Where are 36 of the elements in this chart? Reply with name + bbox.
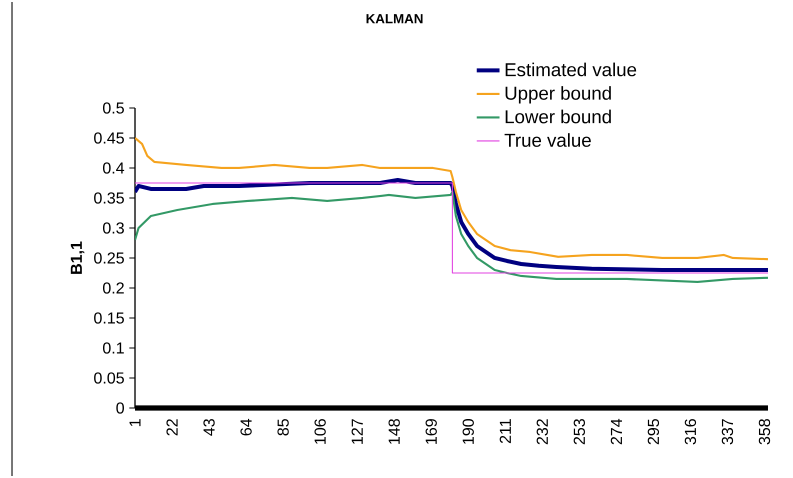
x-tick-label: 337 <box>722 419 734 444</box>
y-axis-title: B1,1 <box>70 242 84 274</box>
x-tick-label: 190 <box>462 419 474 444</box>
x-tick-label: 64 <box>240 418 252 436</box>
x-tick-label: 22 <box>166 419 178 436</box>
x-tick-label: 232 <box>536 419 548 444</box>
x-tick-label: 169 <box>426 419 437 444</box>
y-tick-label: 0.35 <box>94 192 124 204</box>
x-tick-label: 106 <box>314 419 326 444</box>
y-tick-label: 0.5 <box>102 102 124 114</box>
x-tick-label: 148 <box>388 419 400 444</box>
y-tick-label: 0 <box>116 402 124 414</box>
x-tick-label: 43 <box>203 419 215 436</box>
y-tick-label: 0.2 <box>102 282 124 294</box>
y-tick-label: 0.45 <box>94 132 124 144</box>
x-tick-label: 85 <box>277 419 289 436</box>
y-tick-label: 0.05 <box>94 372 124 384</box>
x-tick-label: 211 <box>500 419 511 444</box>
x-tick-label: 253 <box>574 419 585 444</box>
x-tick-label: 295 <box>648 419 660 444</box>
legend-label: Lower bound <box>506 110 611 124</box>
x-tick-label: 1 <box>130 419 141 426</box>
y-tick-label: 0.25 <box>94 252 124 264</box>
y-tick-label: 0.4 <box>102 162 124 174</box>
x-tick-label: 274 <box>610 418 622 444</box>
y-tick-label: 0.1 <box>102 342 124 354</box>
legend-label: Estimated value <box>506 62 636 76</box>
legend-label: Upper bound <box>506 86 611 104</box>
chart-title: KALMAN <box>366 14 423 24</box>
x-tick-label: 316 <box>684 419 696 444</box>
x-tick-label: 127 <box>352 419 363 444</box>
line-series <box>135 190 768 284</box>
x-tick-label: 358 <box>758 419 770 444</box>
y-tick-label: 0.3 <box>102 222 124 234</box>
y-tick-label: 0.15 <box>94 312 124 324</box>
legend-label: True value <box>504 133 591 147</box>
